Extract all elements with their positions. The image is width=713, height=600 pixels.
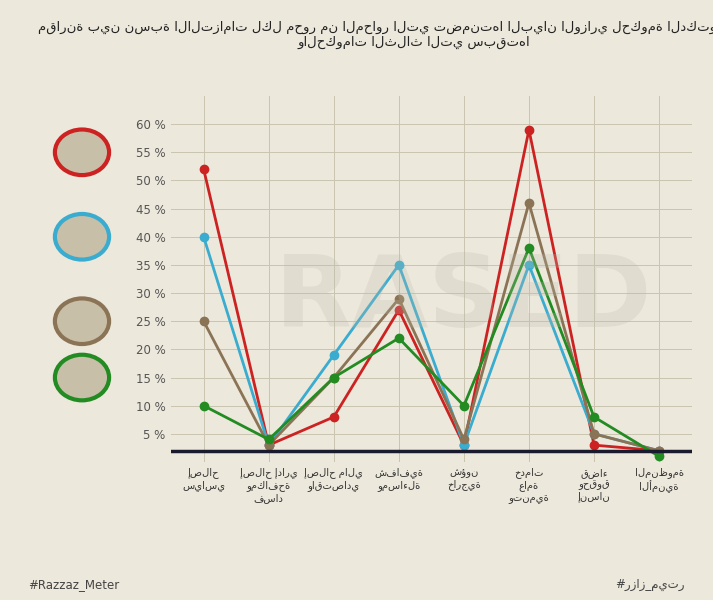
Text: RASED: RASED — [275, 251, 652, 349]
Text: #Razzaz_Meter: #Razzaz_Meter — [29, 578, 120, 591]
Text: #رزاز_ميتر: #رزاز_ميتر — [615, 578, 684, 591]
Text: مقارنة بين نسبة الالتزامات لكل محور من المحاور التي تضمنتها البيان الوزاري لحكوم: مقارنة بين نسبة الالتزامات لكل محور من ا… — [38, 21, 713, 49]
